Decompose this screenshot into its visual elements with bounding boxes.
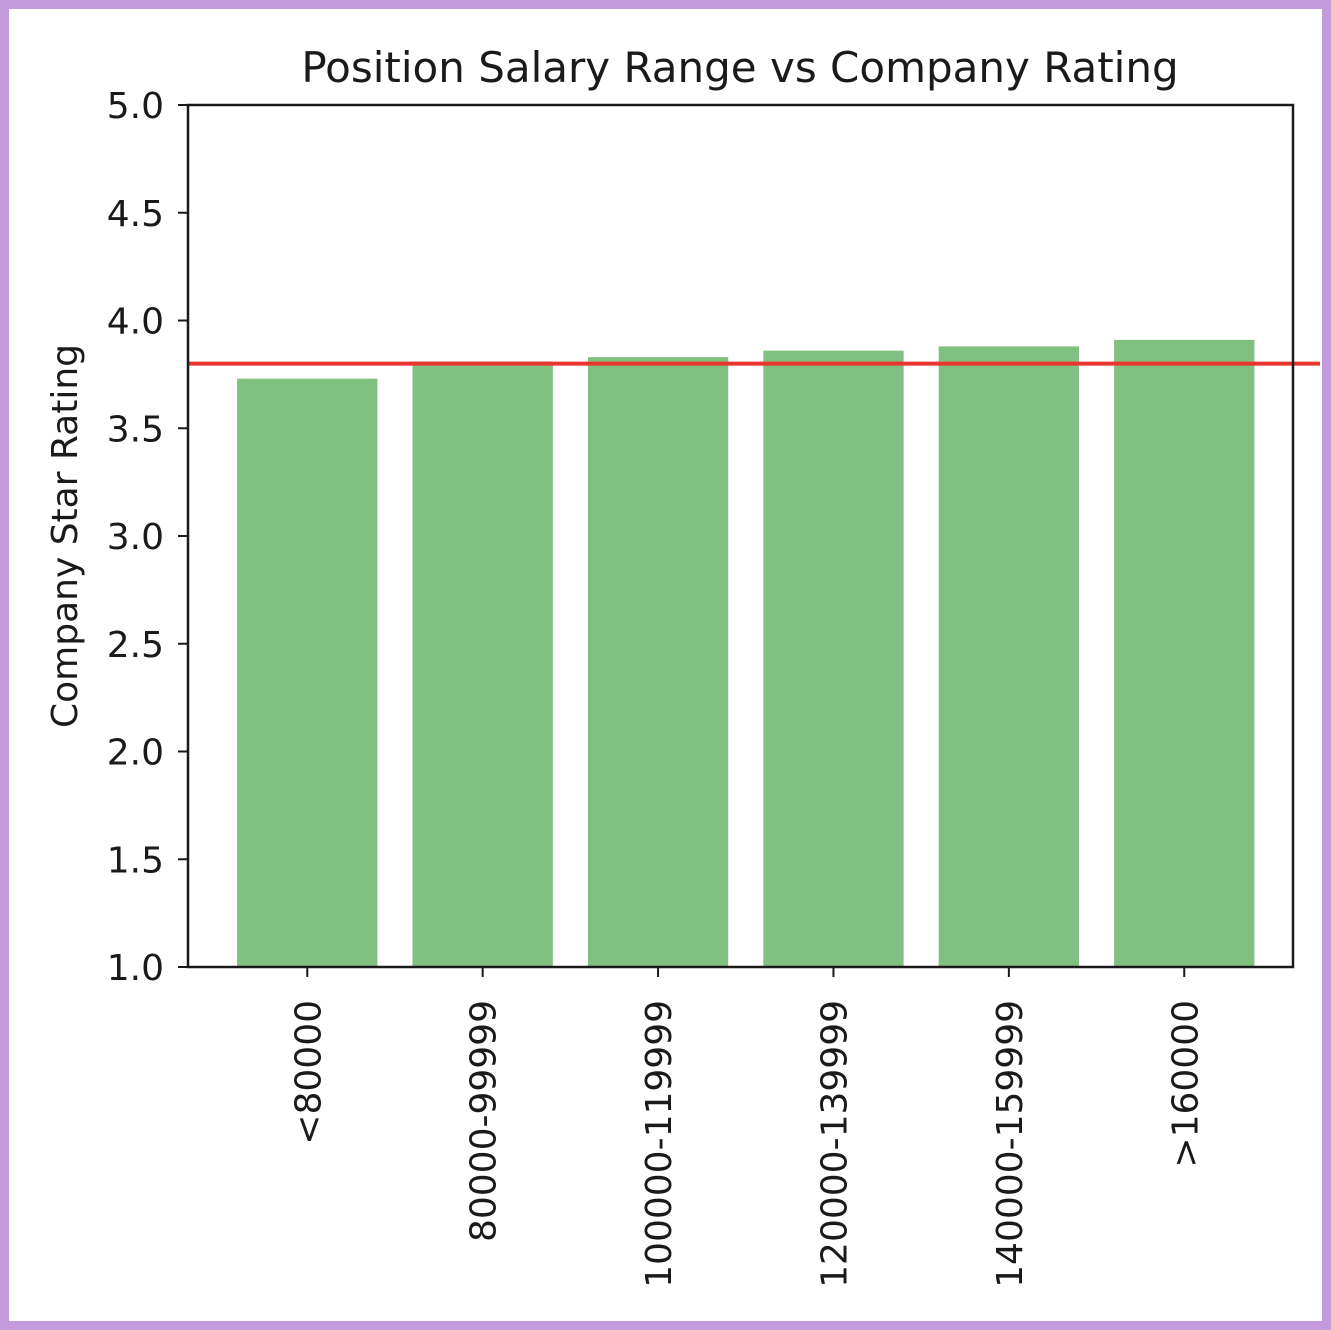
x-tick-label-0: <80000 (288, 1000, 329, 1145)
bars-group (237, 339, 1255, 967)
y-tick-label-7: 4.5 (107, 194, 164, 235)
y-axis-label: Company Star Rating (45, 344, 86, 728)
x-axis: <80000 80000-99999 100000-119999 120000-139… (288, 967, 1206, 1288)
bar-1 (412, 361, 553, 967)
bar-3 (763, 350, 904, 967)
bar-2 (587, 357, 729, 967)
chart-title: Position Salary Range vs Company Rating (301, 43, 1178, 92)
plot-area-border (186, 103, 1295, 969)
x-tick-label-1: 80000-99999 (464, 1000, 505, 1242)
y-tick-label-1: 1.5 (107, 840, 164, 881)
bar-5 (1114, 339, 1255, 967)
y-tick-label-3: 2.5 (107, 625, 164, 666)
y-tick-label-8: 5.0 (107, 86, 164, 127)
x-tick-label-5: >160000 (1165, 1000, 1206, 1168)
y-tick-label-0: 1.0 (107, 948, 164, 989)
x-tick-label-2: 100000-119999 (639, 1000, 680, 1288)
bar-0 (237, 378, 378, 967)
x-tick-label-4: 140000-159999 (990, 1000, 1031, 1288)
y-tick-label-2: 2.0 (107, 733, 164, 774)
x-tick-label-3: 120000-139999 (814, 1000, 855, 1288)
y-tick-label-5: 3.5 (107, 409, 164, 450)
bar-4 (938, 346, 1080, 967)
y-tick-label-4: 3.0 (107, 517, 164, 558)
y-tick-label-6: 4.0 (107, 302, 164, 343)
y-axis: 1.0 1.5 2.0 2.5 3.0 3.5 4.0 4.5 5.0 (107, 86, 188, 989)
